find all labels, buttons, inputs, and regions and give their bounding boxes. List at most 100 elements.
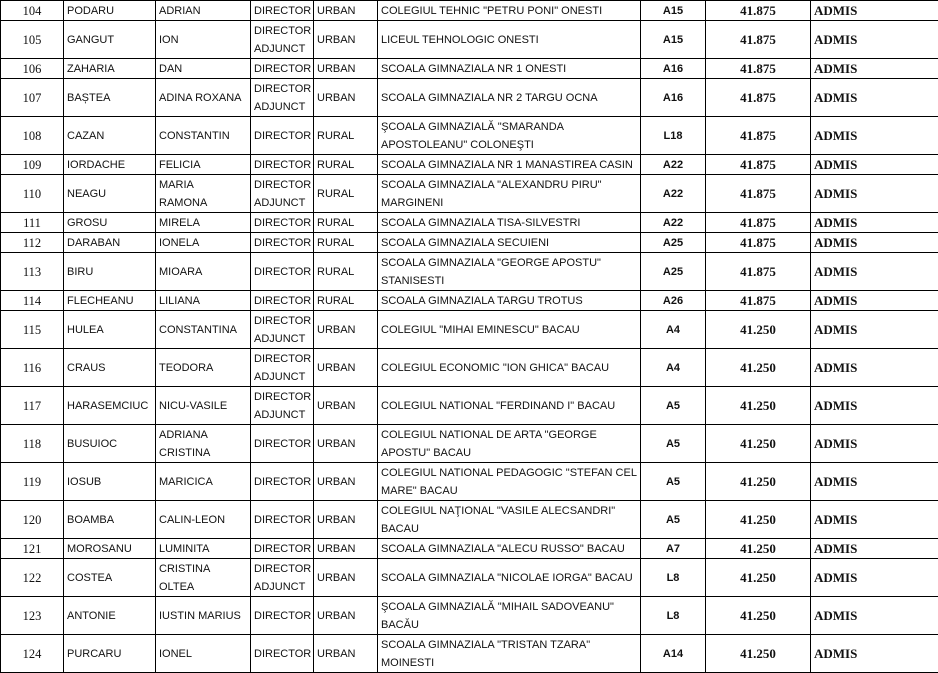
school-name-cell: ŞCOALA GIMNAZIALĂ "SMARANDA APOSTOLEANU"… — [378, 117, 641, 155]
result-status-cell: ADMIS — [811, 59, 938, 79]
school-code-cell: A25 — [641, 233, 706, 253]
score-cell: 41.250 — [706, 501, 811, 539]
score-cell: 41.250 — [706, 539, 811, 559]
row-number-cell: 118 — [1, 425, 64, 463]
result-status-cell: ADMIS — [811, 539, 938, 559]
environment-cell: URBAN — [314, 387, 378, 425]
row-number-cell: 121 — [1, 539, 64, 559]
row-number-cell: 104 — [1, 1, 64, 21]
row-number-cell: 120 — [1, 501, 64, 539]
environment-cell: URBAN — [314, 635, 378, 673]
first-name-cell: MIOARA — [156, 253, 251, 291]
last-name-cell: PODARU — [64, 1, 156, 21]
school-code-cell: A7 — [641, 539, 706, 559]
row-number-cell: 110 — [1, 175, 64, 213]
school-name-cell: SCOALA GIMNAZIALA NR 2 TARGU OCNA — [378, 79, 641, 117]
row-number-cell: 119 — [1, 463, 64, 501]
first-name-cell: ADRIANA CRISTINA — [156, 425, 251, 463]
result-status-cell: ADMIS — [811, 79, 938, 117]
position-cell: DIRECTOR ADJUNCT — [251, 387, 314, 425]
row-number-cell: 112 — [1, 233, 64, 253]
last-name-cell: NEAGU — [64, 175, 156, 213]
position-cell: DIRECTOR — [251, 1, 314, 21]
score-cell: 41.875 — [706, 253, 811, 291]
school-name-cell: SCOALA GIMNAZIALA NR 1 MANASTIREA CASIN — [378, 155, 641, 175]
result-status-cell: ADMIS — [811, 175, 938, 213]
first-name-cell: ION — [156, 21, 251, 59]
score-cell: 41.875 — [706, 1, 811, 21]
last-name-cell: IOSUB — [64, 463, 156, 501]
last-name-cell: BUSUIOC — [64, 425, 156, 463]
position-cell: DIRECTOR — [251, 291, 314, 311]
result-status-cell: ADMIS — [811, 291, 938, 311]
result-status-cell: ADMIS — [811, 1, 938, 21]
position-cell: DIRECTOR — [251, 233, 314, 253]
position-cell: DIRECTOR ADJUNCT — [251, 175, 314, 213]
score-cell: 41.250 — [706, 597, 811, 635]
result-status-cell: ADMIS — [811, 21, 938, 59]
result-status-cell: ADMIS — [811, 349, 938, 387]
score-cell: 41.875 — [706, 291, 811, 311]
environment-cell: RURAL — [314, 253, 378, 291]
position-cell: DIRECTOR — [251, 155, 314, 175]
school-name-cell: COLEGIUL NATIONAL DE ARTA "GEORGE APOSTU… — [378, 425, 641, 463]
result-status-cell: ADMIS — [811, 463, 938, 501]
school-name-cell: COLEGIUL NATIONAL "FERDINAND I" BACAU — [378, 387, 641, 425]
score-cell: 41.250 — [706, 635, 811, 673]
result-status-cell: ADMIS — [811, 425, 938, 463]
environment-cell: URBAN — [314, 463, 378, 501]
row-number-cell: 113 — [1, 253, 64, 291]
position-cell: DIRECTOR — [251, 253, 314, 291]
row-number-cell: 116 — [1, 349, 64, 387]
score-cell: 41.875 — [706, 233, 811, 253]
environment-cell: RURAL — [314, 155, 378, 175]
position-cell: DIRECTOR — [251, 213, 314, 233]
score-cell: 41.875 — [706, 175, 811, 213]
school-code-cell: A25 — [641, 253, 706, 291]
environment-cell: URBAN — [314, 59, 378, 79]
score-cell: 41.250 — [706, 559, 811, 597]
first-name-cell: NICU-VASILE — [156, 387, 251, 425]
score-cell: 41.875 — [706, 21, 811, 59]
environment-cell: RURAL — [314, 233, 378, 253]
result-status-cell: ADMIS — [811, 559, 938, 597]
environment-cell: URBAN — [314, 79, 378, 117]
last-name-cell: ANTONIE — [64, 597, 156, 635]
last-name-cell: GROSU — [64, 213, 156, 233]
school-code-cell: A4 — [641, 349, 706, 387]
row-number-cell: 115 — [1, 311, 64, 349]
result-status-cell: ADMIS — [811, 233, 938, 253]
result-status-cell: ADMIS — [811, 501, 938, 539]
row-number-cell: 106 — [1, 59, 64, 79]
school-code-cell: A5 — [641, 387, 706, 425]
school-code-cell: A16 — [641, 79, 706, 117]
row-number-cell: 109 — [1, 155, 64, 175]
environment-cell: URBAN — [314, 539, 378, 559]
row-number-cell: 111 — [1, 213, 64, 233]
last-name-cell: BAȘTEA — [64, 79, 156, 117]
environment-cell: URBAN — [314, 597, 378, 635]
position-cell: DIRECTOR — [251, 425, 314, 463]
score-cell: 41.875 — [706, 79, 811, 117]
score-cell: 41.875 — [706, 59, 811, 79]
last-name-cell: GANGUT — [64, 21, 156, 59]
environment-cell: RURAL — [314, 117, 378, 155]
score-cell: 41.875 — [706, 213, 811, 233]
first-name-cell: ADINA ROXANA — [156, 79, 251, 117]
score-cell: 41.875 — [706, 155, 811, 175]
school-name-cell: SCOALA GIMNAZIALA "ALECU RUSSO" BACAU — [378, 539, 641, 559]
row-number-cell: 117 — [1, 387, 64, 425]
position-cell: DIRECTOR ADJUNCT — [251, 311, 314, 349]
